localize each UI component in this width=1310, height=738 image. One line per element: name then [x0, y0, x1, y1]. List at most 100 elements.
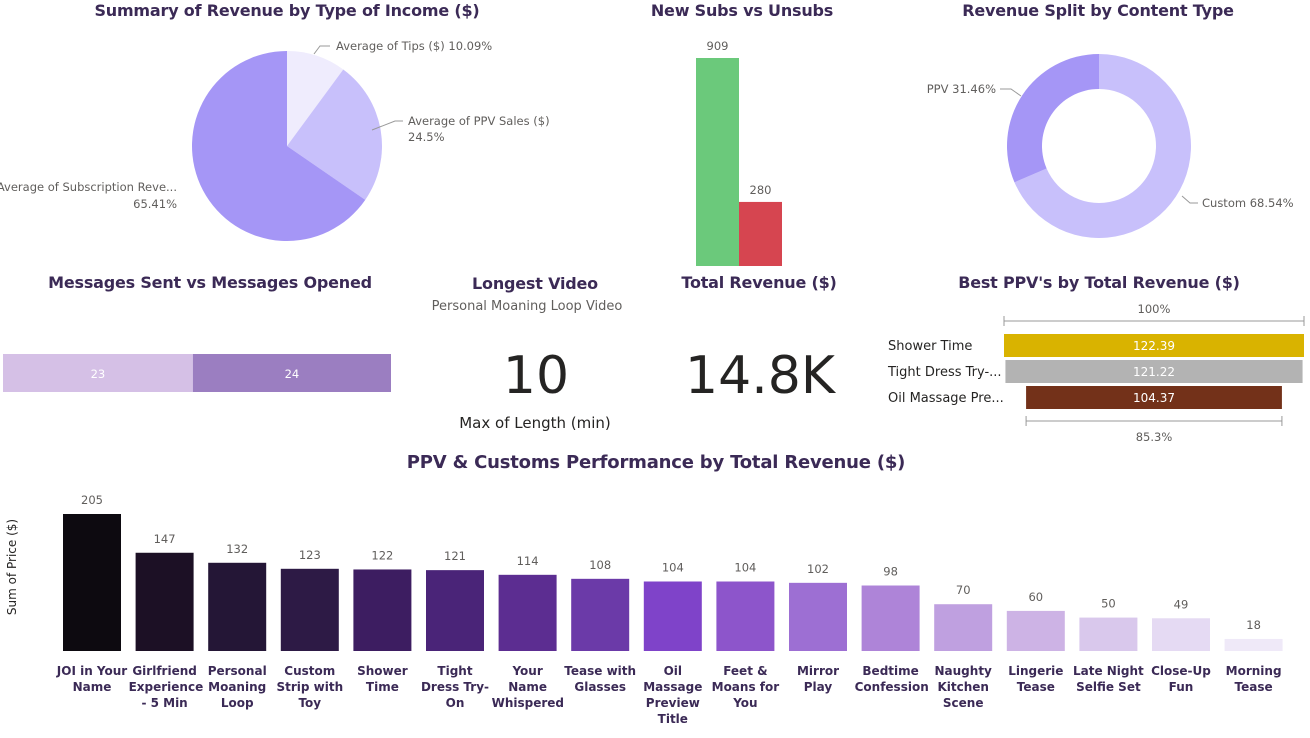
funnel-bar-0 [1004, 334, 1304, 357]
funnel-bar-1 [1005, 360, 1303, 383]
ppv-value-2: 132 [226, 542, 248, 556]
ppv-category-16: Morning Tease [1225, 664, 1282, 694]
longest-video-title: Longest Video [472, 274, 598, 293]
ppv-bar-1 [135, 552, 194, 651]
total-revenue-title: Total Revenue ($) [681, 273, 837, 292]
funnel-top-label: 100% [1138, 302, 1171, 316]
messages-value-0: 23 [91, 367, 106, 381]
ppv-value-8: 104 [662, 560, 684, 574]
subs-bar-1 [739, 201, 782, 266]
ppv-value-10: 102 [807, 562, 829, 576]
ppv-bar-3 [280, 568, 339, 651]
income-label-1: Average of PPV Sales ($) [408, 114, 550, 128]
ppv-bar-7 [571, 578, 630, 651]
funnel-category-1: Tight Dress Try-... [887, 365, 1002, 380]
ppv-perf-ylabel: Sum of Price ($) [5, 518, 19, 616]
ppv-bar-9 [716, 581, 775, 651]
ppv-category-6: Your Name Whispered [491, 664, 565, 710]
ppv-value-12: 70 [956, 583, 971, 597]
funnel-category-2: Oil Massage Pre... [888, 391, 1004, 406]
income-leader-0 [313, 45, 330, 55]
ppv-value-9: 104 [734, 560, 756, 574]
ppv-category-0: JOI in Your Name [56, 664, 128, 694]
income-slice-0 [287, 51, 344, 146]
income-label-0: Average of Tips ($) 10.09% [336, 39, 492, 53]
content-slice-1 [1007, 54, 1099, 183]
content-label-0: Custom 68.54% [1202, 196, 1294, 210]
best-ppv-title: Best PPV's by Total Revenue ($) [958, 273, 1240, 292]
income-chart-title: Summary of Revenue by Type of Income ($) [94, 1, 480, 20]
funnel-bar-2 [1026, 386, 1282, 409]
subs-value-1: 280 [750, 183, 772, 197]
ppv-value-5: 121 [444, 549, 466, 563]
ppv-category-15: Close-Up Fun [1151, 664, 1211, 694]
ppv-bar-11 [861, 585, 920, 651]
ppv-category-2: Personal Moaning Loop [207, 664, 267, 710]
ppv-bar-6 [498, 574, 557, 651]
funnel-value-2: 104.37 [1133, 391, 1175, 405]
ppv-value-7: 108 [589, 558, 611, 572]
messages-bar-1 [192, 354, 391, 392]
income-pct-2: 65.41% [133, 197, 177, 211]
content-label-1: PPV 31.46% [927, 82, 996, 96]
ppv-perf-title: PPV & Customs Performance by Total Reven… [406, 452, 906, 473]
ppv-bar-5 [426, 570, 484, 651]
content-slice-0 [1014, 53, 1191, 238]
funnel-bottom-label: 85.3% [1136, 430, 1173, 444]
messages-chart-title: Messages Sent vs Messages Opened [48, 273, 372, 292]
ppv-bar-14 [1079, 617, 1138, 651]
ppv-value-6: 114 [517, 554, 539, 568]
ppv-category-8: Oil Massage Preview Title [643, 664, 703, 726]
ppv-category-12: Naughty Kitchen Scene [934, 664, 992, 710]
ppv-bar-16 [1224, 638, 1283, 651]
ppv-value-15: 49 [1174, 597, 1189, 611]
ppv-category-10: Mirror Play [796, 664, 840, 694]
funnel-value-0: 122.39 [1133, 339, 1175, 353]
ppv-bar-15 [1152, 618, 1210, 651]
income-pct-1: 24.5% [408, 130, 445, 144]
content-leader-1 [1000, 88, 1022, 97]
longest-video-caption: Max of Length (min) [459, 414, 611, 432]
ppv-category-1: Girlfriend Experience - 5 Min [128, 664, 204, 710]
ppv-category-13: Lingerie Tease [1008, 664, 1064, 694]
ppv-bar-13 [1006, 610, 1065, 651]
subs-chart-title: New Subs vs Unsubs [650, 1, 834, 20]
ppv-bar-0 [63, 514, 121, 651]
subs-value-0: 909 [707, 39, 729, 53]
ppv-value-14: 50 [1101, 597, 1116, 611]
subs-bar-0 [696, 58, 739, 266]
ppv-bar-8 [643, 581, 702, 651]
ppv-category-7: Tease with Glasses [564, 664, 637, 694]
income-slice-2 [192, 51, 366, 241]
ppv-value-4: 122 [371, 548, 393, 562]
content-chart-title: Revenue Split by Content Type [962, 1, 1234, 20]
funnel-value-1: 121.22 [1133, 365, 1175, 379]
ppv-bar-4 [353, 569, 412, 651]
funnel-category-0: Shower Time [888, 339, 972, 354]
messages-value-1: 24 [285, 367, 300, 381]
income-leader-1 [371, 120, 403, 131]
ppv-value-1: 147 [154, 532, 176, 546]
ppv-category-11: Bedtime Confession [854, 664, 929, 694]
ppv-value-16: 18 [1246, 618, 1261, 632]
ppv-category-3: Custom Strip with Toy [276, 664, 344, 710]
income-label-2: Average of Subscription Reve... [0, 180, 177, 194]
total-revenue-value: 14.8K [685, 346, 835, 406]
ppv-category-5: Tight Dress Try-On [420, 664, 490, 710]
ppv-value-11: 98 [883, 565, 898, 579]
longest-video-value: 10 [502, 346, 570, 406]
ppv-category-14: Late Night Selfie Set [1072, 664, 1144, 694]
messages-bar-0 [3, 354, 193, 392]
ppv-value-3: 123 [299, 548, 321, 562]
ppv-bar-10 [789, 582, 847, 651]
ppv-value-13: 60 [1028, 590, 1043, 604]
ppv-value-0: 205 [81, 493, 103, 507]
content-leader-0 [1181, 195, 1198, 204]
ppv-bar-12 [934, 604, 993, 651]
income-slice-1 [287, 69, 382, 200]
longest-video-name: Personal Moaning Loop Video [431, 299, 623, 314]
ppv-category-9: Feet & Moans for You [711, 664, 780, 710]
ppv-bar-2 [208, 562, 267, 651]
ppv-category-4: Shower Time [357, 664, 408, 694]
